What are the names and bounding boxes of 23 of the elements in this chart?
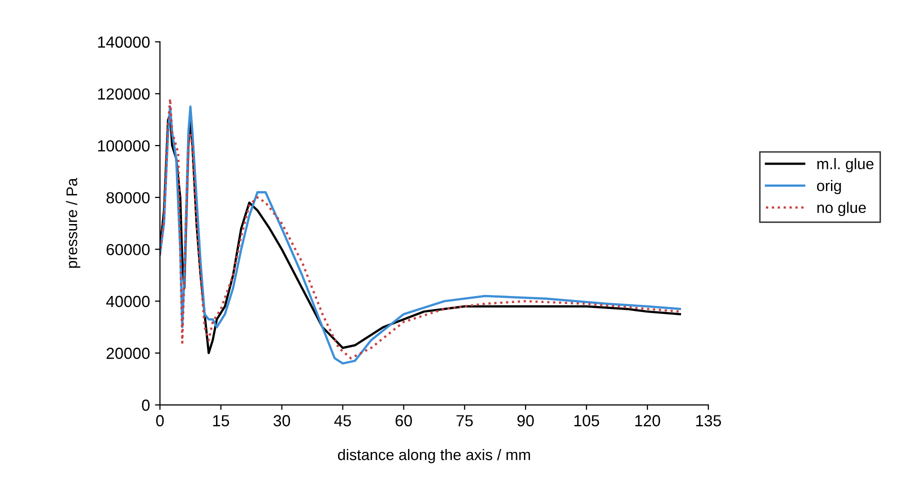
x-tick-label: 15 xyxy=(213,415,230,426)
x-tick-label: 60 xyxy=(396,415,412,426)
x-tick-label: 120 xyxy=(635,415,660,426)
y-tick-label: 40000 xyxy=(106,296,150,308)
x-tick-label: 135 xyxy=(696,415,722,426)
legend-label: orig xyxy=(817,180,841,194)
x-tick-label: 90 xyxy=(517,415,534,426)
legend-label: m.l. glue xyxy=(817,158,874,172)
y-tick-label: 120000 xyxy=(98,88,150,100)
x-tick-label: 105 xyxy=(574,415,600,426)
y-tick-label: 0 xyxy=(142,400,150,411)
x-tick-label: 45 xyxy=(334,415,351,426)
y-axis-title: pressure / Pa xyxy=(66,178,80,268)
y-tick-label: 140000 xyxy=(98,36,150,48)
y-tick-label: 20000 xyxy=(106,348,150,359)
x-axis-title: distance along the axis / mm xyxy=(338,448,530,464)
x-tick-label: 0 xyxy=(156,415,164,426)
legend-label: no glue xyxy=(817,202,866,216)
y-tick-label: 100000 xyxy=(98,140,150,152)
x-tick-label: 30 xyxy=(274,415,290,426)
x-tick-label: 75 xyxy=(456,415,473,426)
y-tick-label: 80000 xyxy=(106,192,150,204)
y-tick-label: 60000 xyxy=(106,244,150,256)
